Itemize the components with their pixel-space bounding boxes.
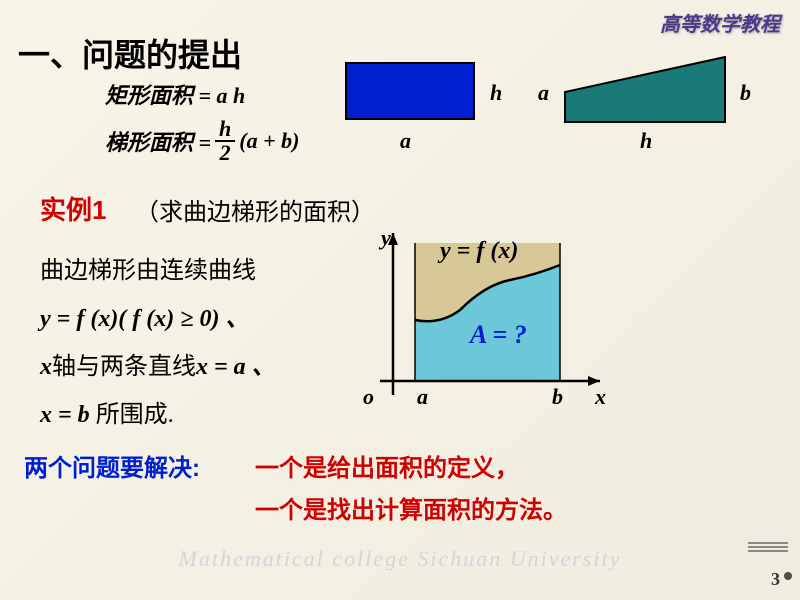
body-line4-pre: x = b [40,402,90,428]
question-answer-1: 一个是给出面积的定义， [255,448,519,483]
section-title: 一、问题的提出 [18,30,242,76]
graph-y-label: y [381,225,391,251]
trap-label-h: h [640,128,652,154]
graph-origin-label: o [363,384,374,410]
body-line1: 曲边梯形由连续曲线 [40,250,256,285]
body-line4-post: 所围成. [90,402,174,428]
watermark-bottom: Mathematical college Sichuan University [0,546,800,572]
trap-formula-suffix: (a + b) [239,128,299,154]
trapezoid-shape [555,42,735,127]
page-number: 3 [771,569,780,590]
graph-fx-label: y = f (x) [440,238,518,265]
body-line3-mid: 轴与两条直线 [52,354,196,380]
body-line3-post: x = a 、 [196,354,276,380]
body-line3: x轴与两条直线x = a 、 [40,346,276,381]
graph-x-label: x [595,384,606,410]
corner-dot-icon [784,572,792,580]
trap-area-formula: 梯形面积 = h 2 (a + b) [105,118,300,164]
body-line2: y = f (x)( f (x) ≥ 0) 、 [40,298,249,333]
rect-label-h: h [490,80,502,106]
fraction-numerator: h [215,118,235,142]
example-label: 实例1 [40,190,106,227]
rect-label-a: a [400,128,411,154]
graph-b-label: b [552,384,563,410]
watermark-top: 高等数学教程 [660,8,780,37]
fraction-denominator: 2 [216,142,235,164]
trap-label-b: b [740,80,751,106]
trap-label-a: a [538,80,549,106]
questions-label: 两个问题要解决: [24,448,200,483]
body-line4: x = b 所围成. [40,394,174,429]
question-answer-2: 一个是找出计算面积的方法。 [255,490,567,525]
trap-formula-label: 梯形面积 = [105,125,211,157]
body-line3-x: x [40,354,52,380]
example-description: （求曲边梯形的面积） [135,192,375,227]
graph-a-label: a [417,384,428,410]
stripe-decoration [748,542,788,552]
rectangle-shape [345,62,475,120]
rect-area-formula: 矩形面积 = a h [105,78,245,110]
graph-area-label: A = ? [470,320,527,350]
fraction: h 2 [215,118,235,164]
